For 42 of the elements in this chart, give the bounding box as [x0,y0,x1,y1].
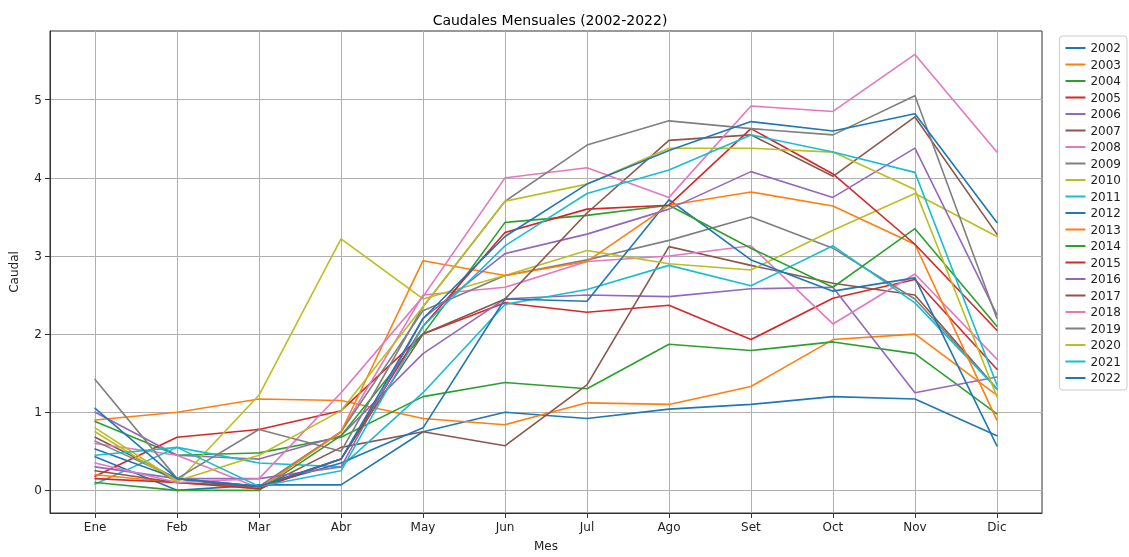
legend-label: 2012 [1090,206,1122,220]
legend-label: 2018 [1090,305,1122,319]
x-tick-label: Jun [494,520,515,534]
legend-label: 2008 [1090,140,1122,154]
y-tick-label: 3 [34,248,42,263]
legend-label: 2011 [1090,189,1122,204]
legend-label: 2014 [1090,239,1122,253]
y-tick-label: 2 [34,327,42,342]
legend-label: 2021 [1090,354,1122,369]
legend-label: 2013 [1090,222,1122,237]
legend-label: 2010 [1090,173,1122,187]
x-tick-label: Feb [166,520,188,534]
legend-label: 2005 [1090,90,1122,105]
legend-label: 2006 [1090,107,1122,121]
legend-label: 2016 [1090,272,1122,286]
x-tick-label: Dic [987,520,1007,534]
y-tick-label: 4 [34,170,42,185]
x-tick-label: Jul [578,520,595,534]
x-tick-label: Abr [330,520,352,534]
x-tick-label: Nov [903,520,927,534]
legend-label: 2002 [1090,41,1122,55]
legend-label: 2017 [1090,288,1122,303]
y-tick-label: 1 [34,405,42,420]
x-tick-label: May [410,520,436,534]
y-tick-label: 0 [34,483,42,498]
legend-label: 2007 [1090,123,1122,138]
x-tick-label: Ago [657,520,681,534]
y-tick-label: 5 [34,92,42,107]
x-axis-title: Mes [534,539,558,553]
legend-label: 2015 [1090,255,1122,270]
legend-label: 2003 [1090,57,1122,72]
x-tick-label: Set [741,520,762,534]
chart-title: Caudales Mensuales (2002-2022) [432,12,668,28]
legend-label: 2022 [1090,371,1122,385]
x-tick-label: Oct [822,520,844,534]
legend-label: 2009 [1090,156,1122,171]
y-axis-title: Caudal [7,251,21,293]
legend-label: 2020 [1090,338,1122,352]
x-tick-label: Mar [247,520,271,534]
legend-label: 2004 [1090,74,1122,88]
x-tick-label: Ene [83,520,107,534]
legend-label: 2019 [1090,321,1122,336]
